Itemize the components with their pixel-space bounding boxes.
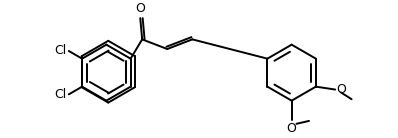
Text: Cl: Cl: [55, 44, 67, 57]
Text: O: O: [336, 83, 346, 96]
Text: Cl: Cl: [55, 88, 67, 101]
Text: O: O: [287, 122, 297, 135]
Text: O: O: [135, 2, 145, 15]
